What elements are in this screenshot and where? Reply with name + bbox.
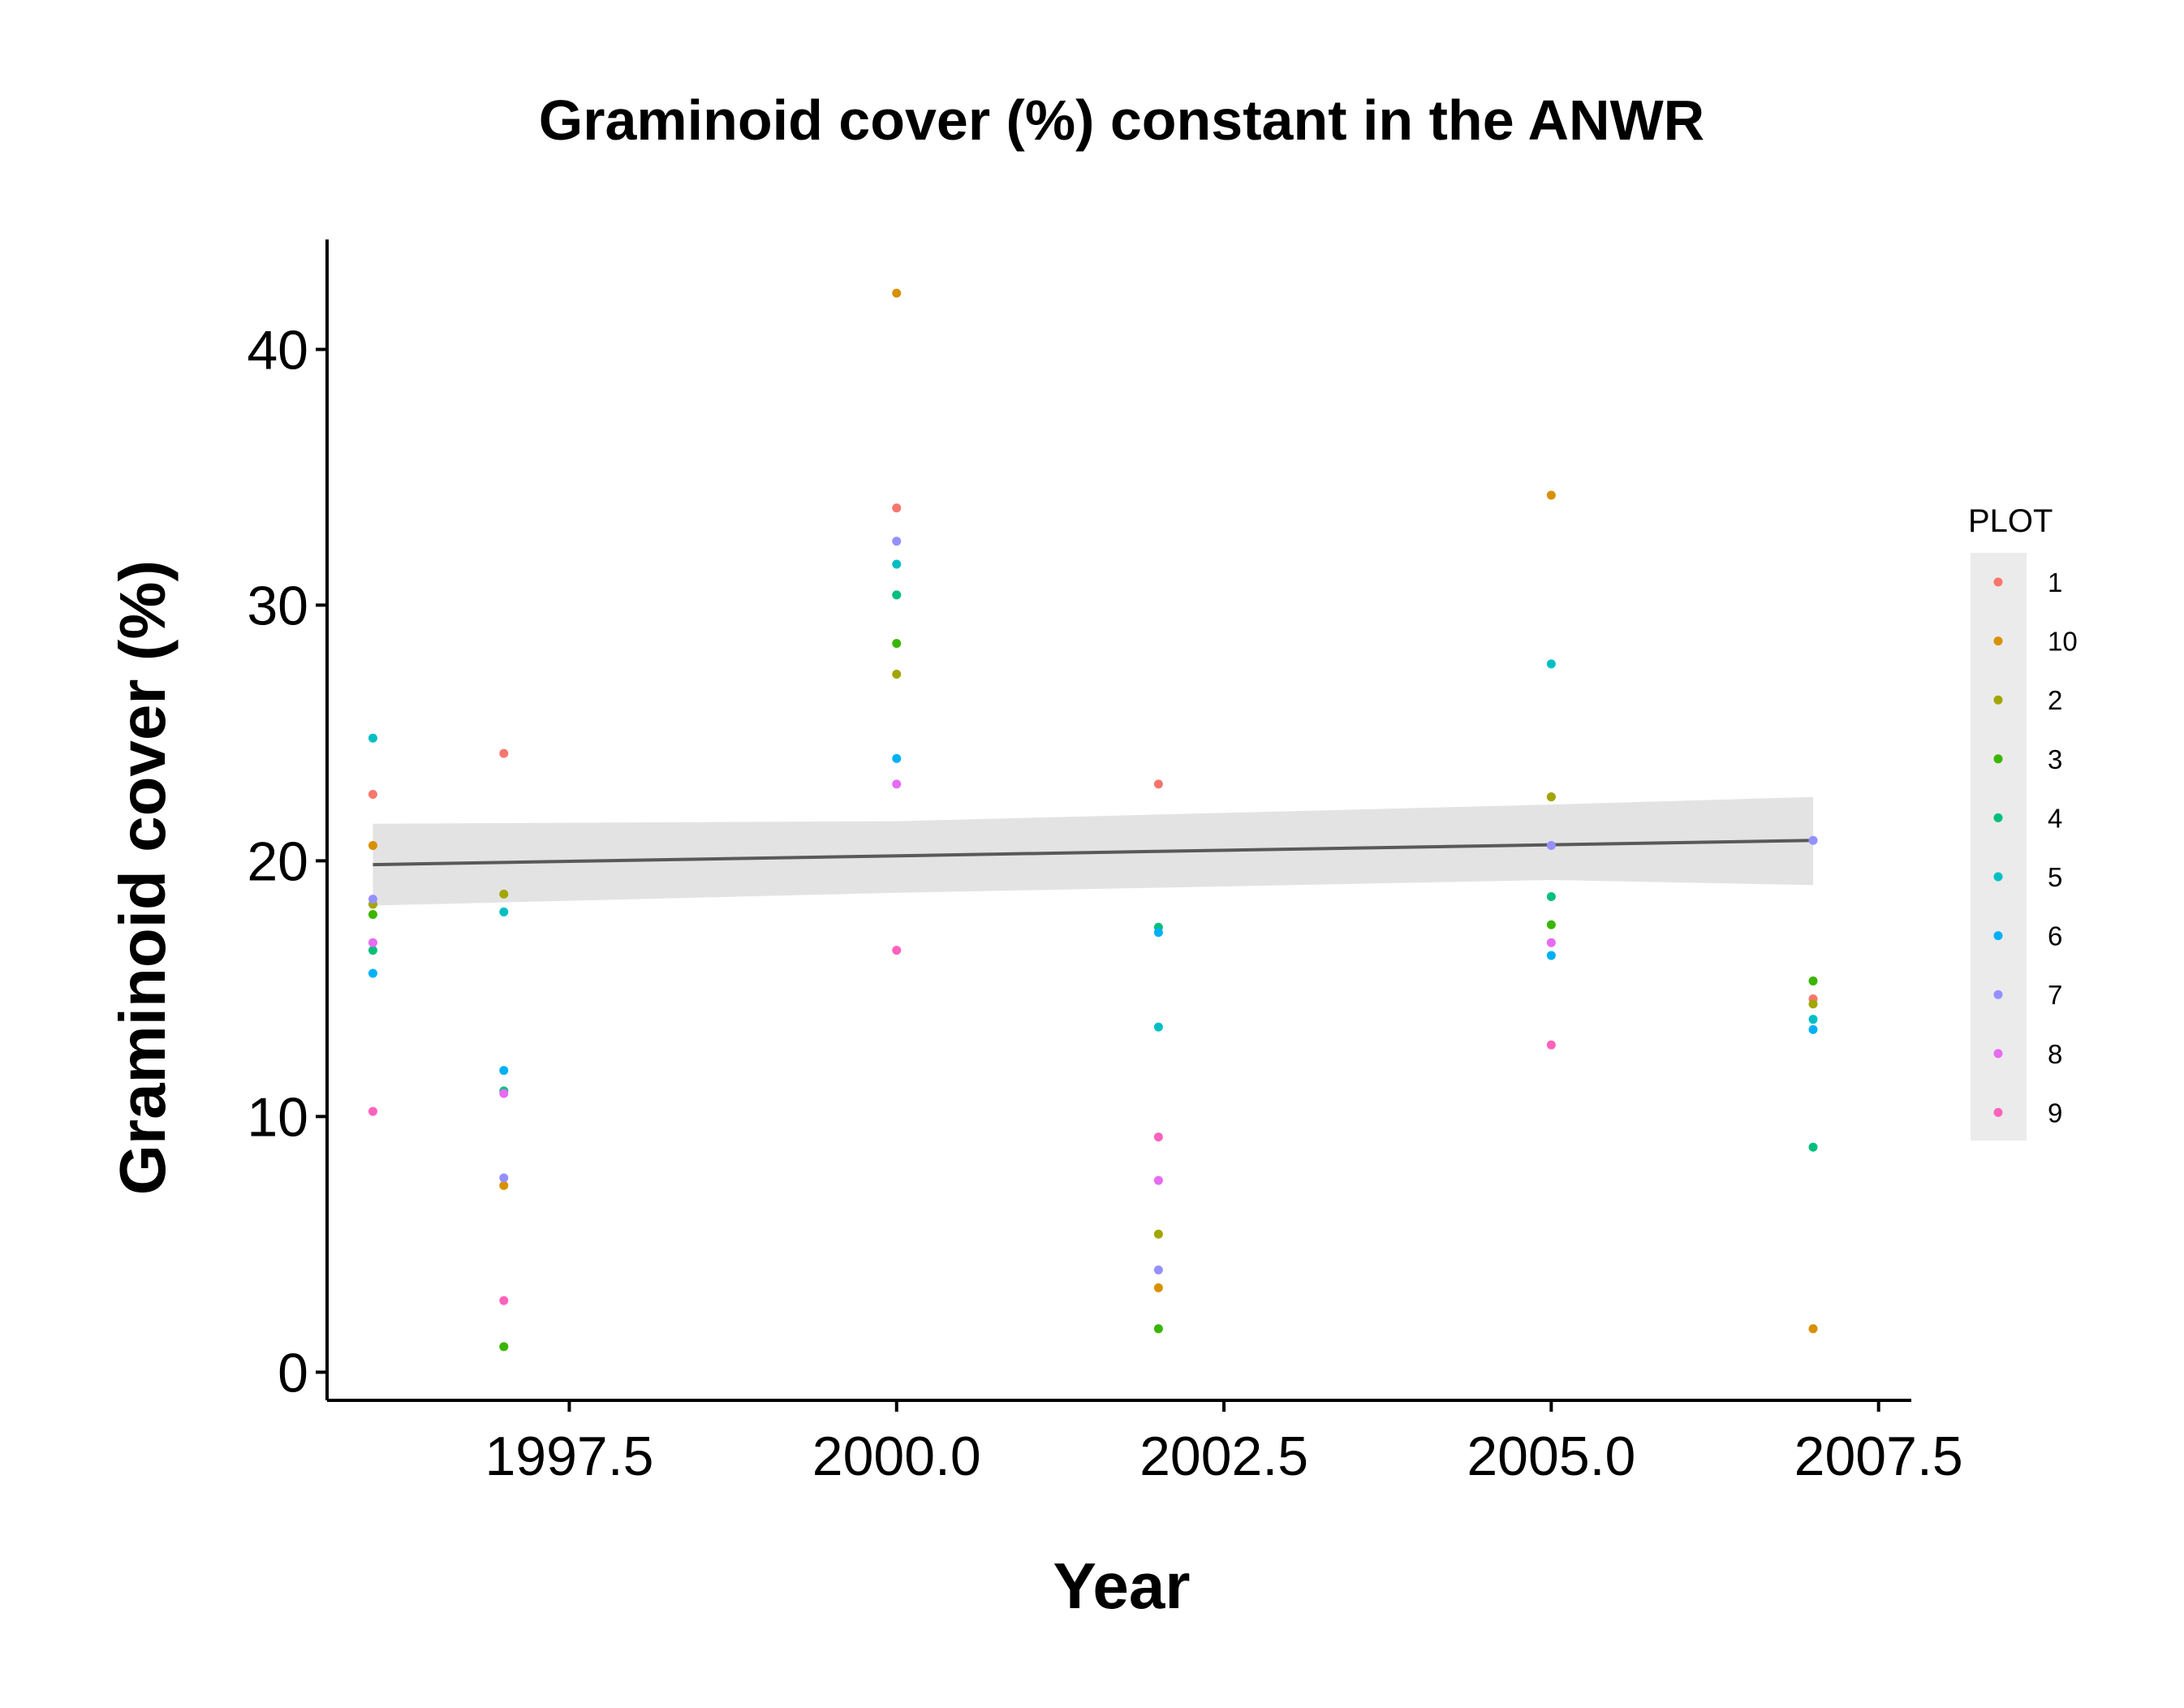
legend-label-plot-5: 5 — [2048, 862, 2062, 892]
data-point-plot-2 — [499, 889, 509, 899]
legend: PLOT 1 10 2 3 4 5 6 7 8 9 — [1968, 503, 2078, 1141]
data-point-plot-7 — [892, 537, 902, 546]
data-point-plot-7 — [1808, 835, 1818, 845]
data-point-plot-9 — [1546, 1040, 1556, 1050]
legend-label-plot-4: 4 — [2048, 803, 2062, 833]
legend-label-plot-9: 9 — [2048, 1098, 2062, 1128]
data-point-plot-4 — [368, 946, 377, 955]
data-point-plot-2 — [1546, 792, 1556, 802]
data-point-plot-3 — [1546, 920, 1556, 929]
legend-label-plot-1: 1 — [2048, 567, 2062, 597]
data-point-plot-7 — [1153, 1265, 1163, 1275]
data-point-plot-5 — [1808, 1015, 1818, 1024]
data-point-plot-3 — [1808, 976, 1818, 986]
data-point-plot-7 — [1546, 840, 1556, 850]
data-point-plot-8 — [1153, 1175, 1163, 1185]
legend-key-plot-4 — [1993, 813, 2003, 822]
legend-label-plot-7: 7 — [2048, 980, 2062, 1010]
legend-key-plot-8 — [1993, 1049, 2003, 1059]
plot-area — [368, 288, 1818, 1352]
data-point-plot-1 — [368, 790, 377, 800]
data-point-plot-4 — [1808, 1142, 1818, 1152]
chart-title: Graminoid cover (%) constant in the ANWR — [539, 88, 1704, 152]
legend-key-plot-5 — [1993, 872, 2003, 882]
data-point-plot-2 — [1808, 999, 1818, 1009]
legend-key-plot-2 — [1993, 695, 2003, 705]
x-tick-label: 2007.5 — [1794, 1425, 1963, 1487]
data-point-plot-3 — [892, 639, 902, 649]
data-point-plot-6 — [1153, 928, 1163, 938]
y-tick-label: 0 — [278, 1342, 308, 1404]
legend-label-plot-3: 3 — [2048, 744, 2062, 774]
legend-key-plot-9 — [1993, 1107, 2003, 1117]
data-point-plot-7 — [368, 895, 377, 904]
data-point-plot-10 — [1153, 1283, 1163, 1292]
data-point-plot-5 — [892, 559, 902, 569]
data-point-plot-6 — [1546, 951, 1556, 960]
data-point-plot-10 — [1546, 490, 1556, 500]
data-point-plot-3 — [499, 1342, 509, 1352]
axes: 1997.5 2000.0 2002.5 2005.0 2007.5 0 10 20 30 40 — [247, 239, 1963, 1487]
y-tick-label: 20 — [247, 830, 308, 892]
data-point-plot-8 — [499, 1089, 509, 1098]
data-point-plot-1 — [499, 748, 509, 758]
data-point-plot-10 — [1808, 1324, 1818, 1334]
data-point-plot-6 — [892, 753, 902, 763]
data-point-plot-6 — [1808, 1024, 1818, 1034]
data-point-plot-4 — [1546, 891, 1556, 901]
data-point-plot-6 — [499, 1066, 509, 1076]
x-tick-label: 2005.0 — [1467, 1425, 1635, 1487]
data-point-plot-5 — [1546, 659, 1556, 669]
x-tick-label: 2000.0 — [812, 1425, 981, 1487]
data-point-plot-1 — [1153, 779, 1163, 789]
legend-key-plot-6 — [1993, 931, 2003, 941]
data-point-plot-6 — [368, 968, 377, 978]
data-point-plot-5 — [1153, 1022, 1163, 1032]
legend-key-background — [1971, 553, 2027, 1141]
legend-label-plot-10: 10 — [2048, 627, 2078, 657]
data-point-plot-8 — [368, 938, 377, 947]
y-tick-label: 40 — [247, 319, 308, 381]
data-point-plot-5 — [499, 907, 509, 917]
legend-label-plot-6: 6 — [2048, 921, 2062, 951]
x-tick-label: 1997.5 — [485, 1425, 653, 1487]
legend-key-plot-3 — [1993, 754, 2003, 764]
legend-key-plot-1 — [1993, 577, 2003, 587]
data-point-plot-8 — [1546, 938, 1556, 947]
data-point-plot-9 — [1153, 1132, 1163, 1142]
data-point-plot-10 — [368, 840, 377, 850]
legend-key-plot-10 — [1993, 636, 2003, 646]
y-axis-title: Graminoid cover (%) — [106, 560, 179, 1195]
y-tick-label: 30 — [247, 575, 308, 636]
data-point-plot-4 — [892, 590, 902, 600]
legend-label-plot-2: 2 — [2048, 685, 2062, 715]
data-point-plot-1 — [892, 503, 902, 513]
data-point-plot-10 — [892, 288, 902, 298]
trend-line — [373, 839, 1814, 867]
data-point-plot-2 — [892, 669, 902, 679]
data-point-plot-9 — [892, 946, 902, 955]
data-point-plot-3 — [368, 910, 377, 920]
data-point-plot-8 — [892, 779, 902, 789]
data-point-plot-10 — [499, 1180, 509, 1190]
data-point-plot-9 — [499, 1296, 509, 1305]
data-point-plot-2 — [1153, 1229, 1163, 1239]
data-point-plot-9 — [368, 1106, 377, 1116]
x-axis-title: Year — [1053, 1550, 1190, 1622]
x-tick-label: 2002.5 — [1139, 1425, 1308, 1487]
legend-title: PLOT — [1968, 503, 2053, 539]
legend-key-plot-7 — [1993, 990, 2003, 999]
data-point-plot-7 — [499, 1173, 509, 1183]
data-point-plot-5 — [368, 733, 377, 743]
legend-label-plot-8: 8 — [2048, 1039, 2062, 1069]
data-point-plot-3 — [1153, 1324, 1163, 1334]
y-tick-label: 10 — [247, 1086, 308, 1148]
